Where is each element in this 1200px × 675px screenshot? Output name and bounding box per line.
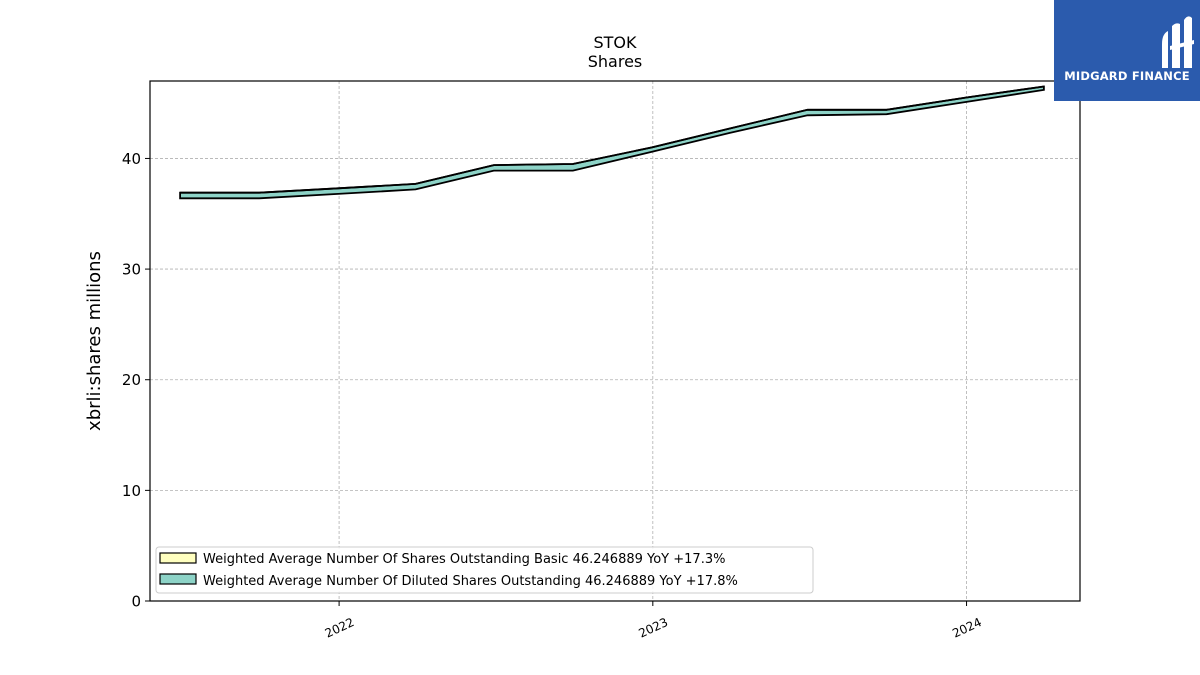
brand-logo: MIDGARD FINANCE bbox=[1054, 0, 1200, 101]
x-tick-label: 2023 bbox=[636, 615, 670, 641]
y-tick-label: 20 bbox=[122, 371, 141, 389]
y-tick-label: 10 bbox=[122, 482, 141, 500]
x-axis: 2022 2023 2024 bbox=[323, 601, 984, 641]
legend-swatch-diluted bbox=[159, 573, 197, 585]
brand-name: MIDGARD FINANCE bbox=[1064, 69, 1190, 83]
legend-label-basic: Weighted Average Number Of Shares Outsta… bbox=[203, 552, 725, 567]
series-layer bbox=[179, 85, 1045, 200]
y-axis: 0 10 20 30 40 bbox=[122, 150, 150, 611]
x-tick-label: 2022 bbox=[323, 615, 357, 641]
y-tick-label: 30 bbox=[122, 261, 141, 279]
chart-subtitle: Shares bbox=[588, 52, 643, 71]
legend-swatch-basic bbox=[159, 552, 197, 564]
plot-area-frame bbox=[149, 80, 1081, 602]
midgard-logo-icon bbox=[1162, 16, 1194, 68]
y-tick-label: 40 bbox=[122, 150, 141, 168]
legend-frame bbox=[155, 546, 814, 594]
x-tick-label: 2024 bbox=[950, 615, 984, 641]
diluted-shares-band bbox=[179, 85, 1045, 200]
y-axis-label: xbrli:shares millions bbox=[84, 251, 105, 431]
legend-label-diluted: Weighted Average Number Of Diluted Share… bbox=[203, 574, 738, 589]
legend: Weighted Average Number Of Shares Outsta… bbox=[155, 546, 814, 594]
chart-title: STOK bbox=[593, 33, 637, 52]
grid bbox=[150, 81, 1080, 601]
basic-shares-line bbox=[180, 85, 1045, 194]
y-tick-label: 0 bbox=[131, 593, 141, 611]
